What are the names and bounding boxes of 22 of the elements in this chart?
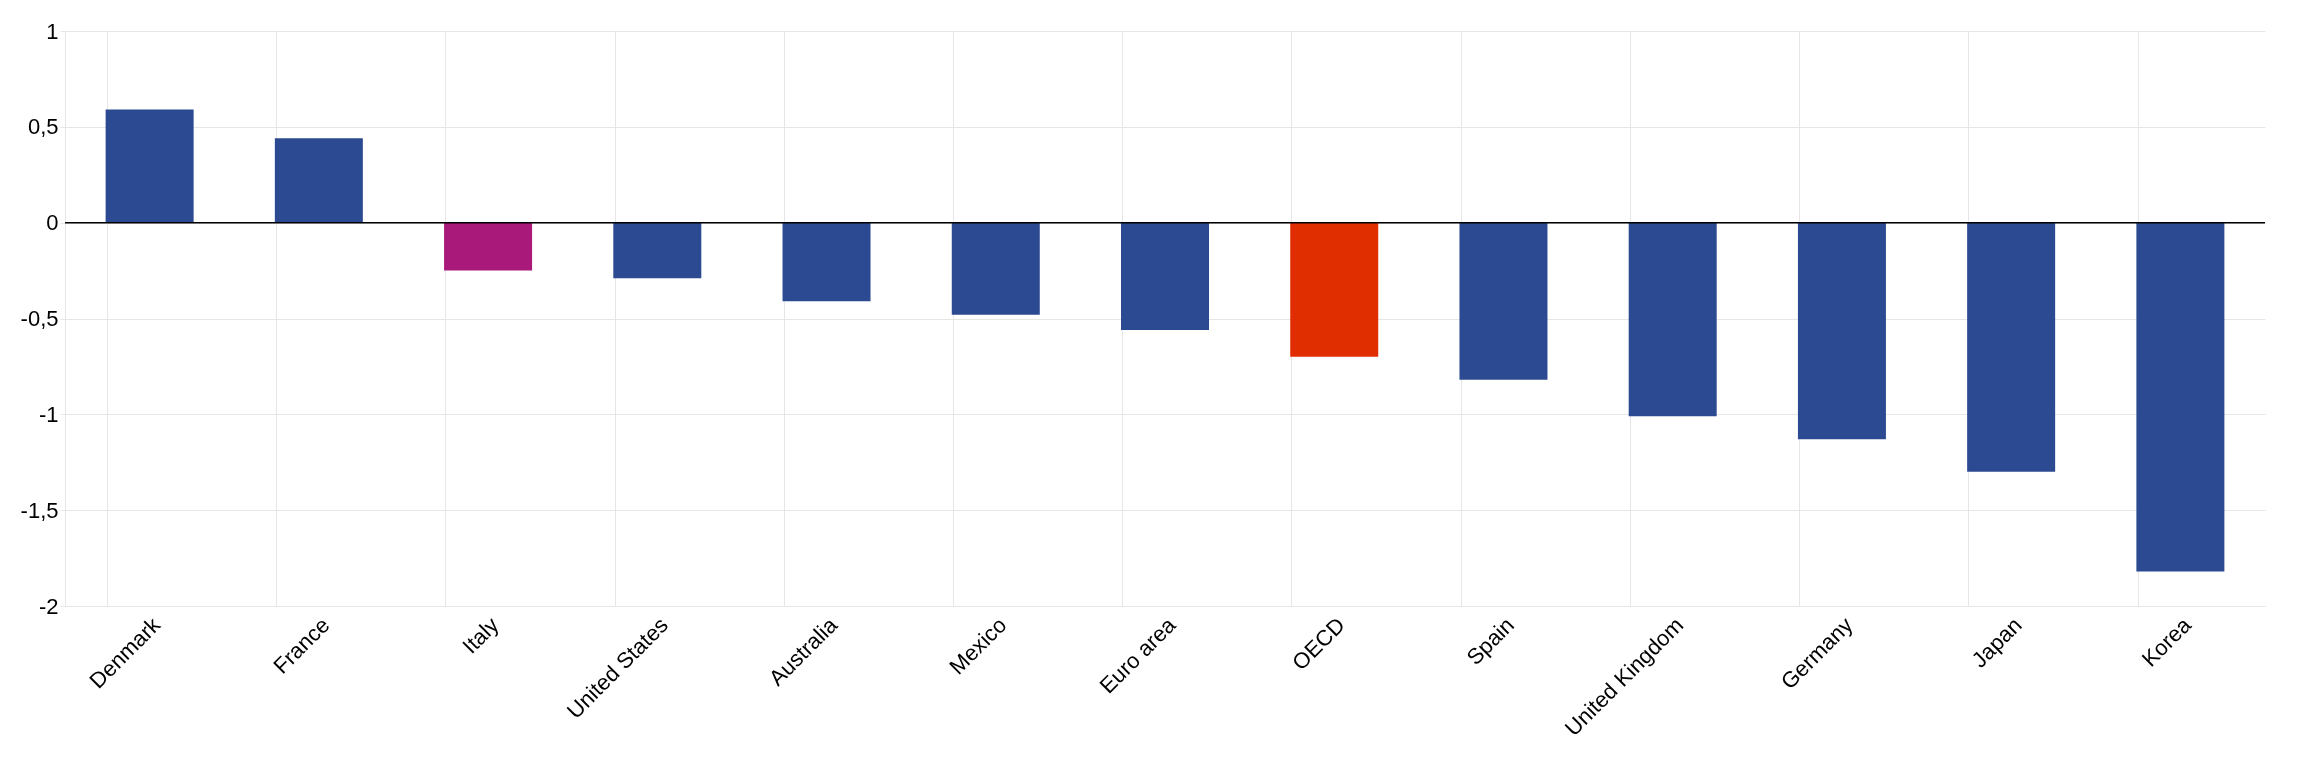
y-tick-label: 0 [46, 210, 59, 236]
y-tick-label: -0,5 [20, 306, 59, 331]
y-tick-label: -2 [38, 593, 59, 619]
y-tick-label: -1 [38, 401, 59, 427]
bar [782, 222, 871, 302]
bar [274, 138, 363, 223]
bar [951, 222, 1040, 315]
bar [1121, 222, 1209, 330]
bar [613, 222, 702, 279]
bar [2136, 222, 2225, 572]
bar [1290, 222, 1379, 357]
y-tick-label: -1,5 [20, 497, 59, 523]
bar [444, 222, 533, 271]
y-tick-label: 0,5 [27, 114, 59, 140]
bar [1797, 222, 1886, 440]
bar [1628, 222, 1717, 417]
y-tick-label: 1 [46, 18, 59, 44]
bar [105, 109, 194, 223]
x-tick-label: Italy [457, 612, 504, 659]
bar [1967, 222, 2056, 472]
x-tick-label: Euro area [1094, 611, 1182, 699]
bar [1459, 222, 1548, 380]
